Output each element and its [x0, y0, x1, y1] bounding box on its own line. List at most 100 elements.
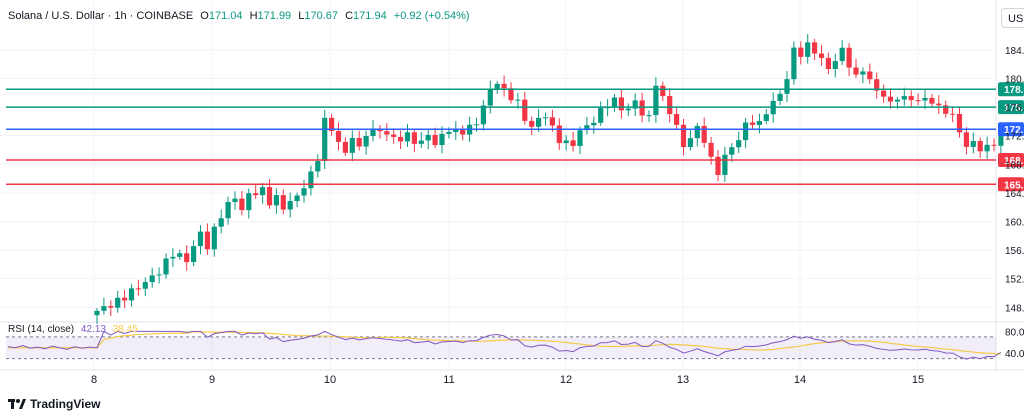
level-price-tag	[998, 152, 1024, 167]
candle-body	[950, 113, 956, 115]
candle-body	[501, 83, 507, 89]
rsi-legend[interactable]: RSI (14, close) 42.13 38.45	[8, 324, 138, 335]
candle-body	[522, 99, 528, 121]
symbol-legend: Solana / U.S. Dollar · 1h · COINBASE O17…	[8, 10, 470, 22]
price-tick-label: 180.00	[1005, 74, 1024, 85]
candle-body	[929, 97, 935, 104]
candle-body	[639, 100, 645, 116]
rsi-band-fill	[6, 336, 996, 359]
candle-body	[818, 53, 825, 58]
price-tick-label: 172.00	[1005, 132, 1024, 143]
level-price-tag	[998, 122, 1024, 137]
price-tick-label: 148.00	[1005, 303, 1024, 314]
candle-body	[625, 108, 631, 111]
candle-body	[867, 71, 873, 80]
level-price-label: 178.	[1004, 85, 1024, 96]
candle-body	[936, 103, 942, 106]
candle-body	[653, 85, 659, 116]
price-tick-label: 176.00	[1005, 103, 1024, 114]
candle-body	[584, 125, 590, 131]
rsi-value: 42.13	[80, 324, 106, 335]
candle-body	[315, 161, 321, 172]
candle-body	[225, 202, 231, 219]
level-price-label: 165.	[1004, 180, 1024, 191]
tradingview-logo[interactable]: TradingView	[8, 397, 100, 411]
candle-body	[239, 198, 245, 211]
open-value: 171.04	[208, 10, 243, 22]
candle-body	[577, 130, 583, 147]
candle-body	[694, 125, 700, 139]
candle-body	[646, 115, 652, 117]
candle-body	[142, 282, 148, 289]
candle-body	[218, 218, 224, 227]
price-tick-label: 184.00	[1005, 46, 1024, 57]
candle-body	[453, 129, 459, 132]
time-tick-label: 8	[91, 374, 97, 386]
candle-body	[473, 124, 480, 126]
rsi-label: RSI (14, close)	[8, 324, 75, 335]
candle-body	[356, 137, 362, 147]
candle-body	[411, 132, 417, 144]
candle-body	[529, 120, 535, 127]
candle-body	[701, 125, 707, 143]
candle-body	[122, 297, 128, 301]
time-tick-label: 13	[677, 374, 689, 386]
time-tick-label: 15	[912, 374, 924, 386]
level-price-label: 172.	[1004, 125, 1024, 136]
candle-body	[887, 96, 894, 102]
candle-body	[591, 122, 597, 126]
rsi-tick-label: 80.00	[1005, 327, 1024, 338]
candle-body	[611, 97, 618, 108]
candle-body	[170, 256, 176, 259]
candle-body	[915, 100, 921, 102]
candle-body	[984, 144, 990, 152]
candle-body	[287, 201, 293, 210]
candle-body	[894, 99, 900, 102]
candle-body	[977, 141, 983, 152]
candle-body	[335, 131, 342, 142]
high-value: 171.99	[257, 10, 292, 22]
candle-body	[273, 195, 279, 206]
candle-body	[805, 42, 811, 57]
candle-body	[425, 134, 431, 141]
candle-body	[508, 88, 514, 101]
candle-body	[391, 134, 397, 137]
candle-body	[791, 47, 797, 80]
candle-body	[680, 124, 687, 148]
candle-body	[232, 198, 238, 203]
candle-body	[763, 114, 769, 122]
candle-body	[901, 96, 907, 100]
candle-body	[156, 274, 162, 276]
candle-body	[846, 47, 852, 68]
price-tick-label: 152.00	[1005, 275, 1024, 286]
price-tick-label: 168.00	[1005, 160, 1024, 171]
time-tick-label: 10	[324, 374, 336, 386]
candle-body	[756, 121, 762, 125]
candle-body	[542, 117, 549, 119]
candle-body	[246, 193, 252, 211]
candle-body	[798, 47, 804, 57]
candle-body	[970, 141, 976, 147]
symbol-title[interactable]: Solana / U.S. Dollar · 1h · COINBASE	[8, 10, 194, 22]
candle-body	[687, 138, 693, 148]
candle-body	[963, 132, 969, 147]
candle-body	[618, 97, 624, 111]
candle-body	[825, 57, 831, 69]
candle-body	[329, 117, 335, 132]
candle-body	[536, 117, 542, 127]
candle-body	[570, 140, 576, 147]
price-tick-label: 164.00	[1005, 189, 1024, 200]
candle-body	[480, 105, 486, 125]
candle-body	[563, 140, 569, 144]
candle-body	[494, 83, 500, 90]
candle-body	[342, 141, 348, 153]
currency-button[interactable]: USD	[1001, 8, 1024, 28]
candle-body	[922, 97, 928, 101]
candle-body	[736, 140, 742, 148]
rsi-ma-value: 38.45	[112, 324, 138, 335]
level-price-tag	[998, 100, 1024, 115]
candle-body	[832, 61, 838, 69]
time-tick-label: 9	[209, 374, 215, 386]
time-tick-label: 14	[794, 374, 806, 386]
